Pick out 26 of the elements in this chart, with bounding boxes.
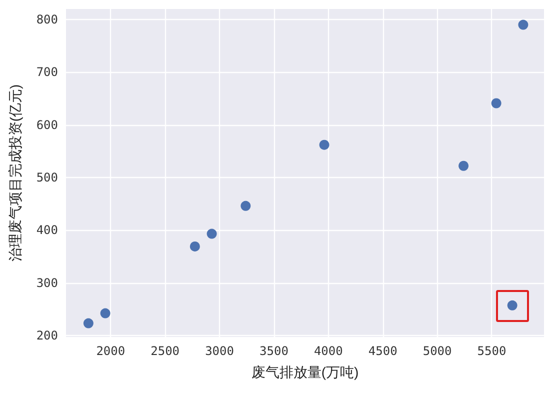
point <box>100 308 110 318</box>
point <box>518 20 528 30</box>
y-tick-label: 500 <box>36 170 58 184</box>
point <box>319 140 330 150</box>
point <box>83 318 94 328</box>
x-tick-label: 3500 <box>260 344 288 358</box>
y-tick-label: 800 <box>36 12 58 27</box>
point <box>190 241 200 252</box>
point <box>458 160 469 171</box>
x-axis-title: 废气排放量(万吨) <box>251 364 359 380</box>
y-tick-label: 200 <box>36 328 58 342</box>
x-tick-label: 5000 <box>422 344 452 358</box>
point <box>206 228 217 239</box>
x-tick-label: 5500 <box>477 344 506 358</box>
x-tick-label: 2500 <box>150 344 180 358</box>
y-tick-label: 600 <box>36 118 58 132</box>
point <box>491 98 502 108</box>
x-tick-label: 4500 <box>368 344 398 358</box>
y-axis-title: 治理废气项目完成投资(亿元) <box>7 84 23 262</box>
y-tick-label: 700 <box>36 65 58 80</box>
y-tick-label: 300 <box>36 276 58 290</box>
x-tick-label: 2000 <box>96 344 126 358</box>
x-tick-label: 4000 <box>314 344 343 358</box>
point <box>240 200 251 211</box>
x-tick-label: 3000 <box>205 344 234 358</box>
y-tick-label: 400 <box>36 223 58 238</box>
